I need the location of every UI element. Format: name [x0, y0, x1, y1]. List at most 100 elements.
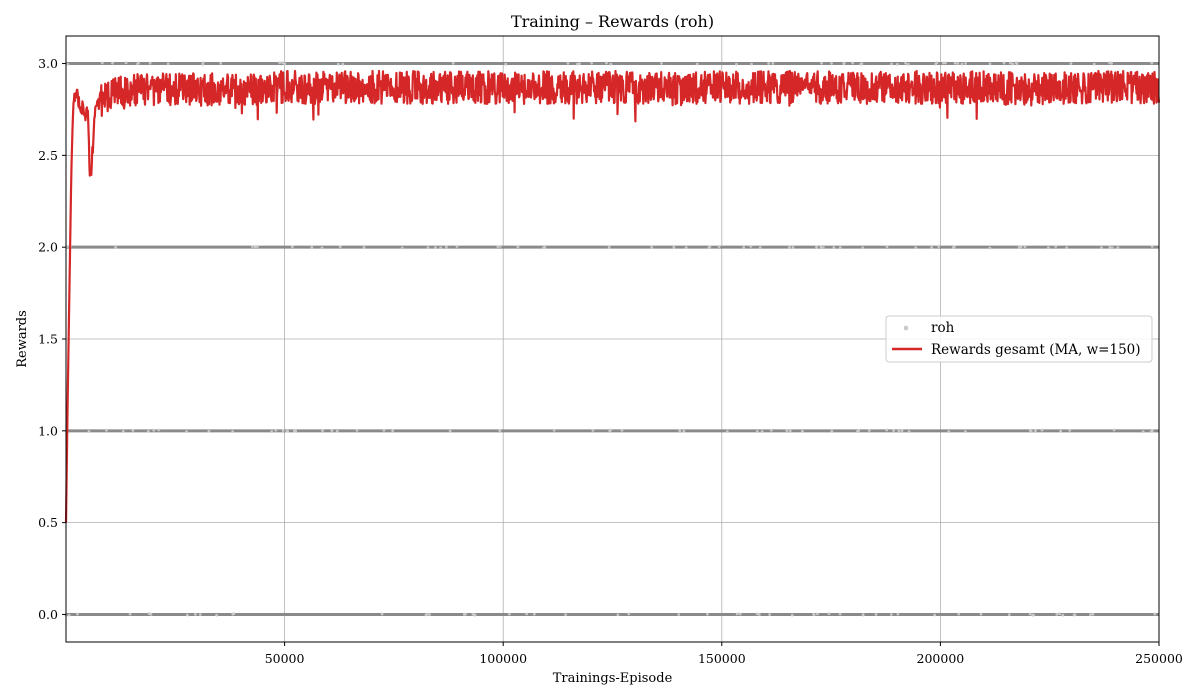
- legend-label-roh: roh: [931, 320, 955, 336]
- raw-point: [1089, 613, 1092, 616]
- raw-point: [988, 62, 992, 66]
- raw-point: [755, 612, 759, 616]
- raw-point: [400, 246, 404, 250]
- raw-point: [157, 428, 161, 432]
- raw-point: [473, 613, 477, 617]
- raw-point: [283, 62, 287, 66]
- raw-point: [861, 246, 865, 250]
- raw-point: [937, 245, 941, 248]
- chart-title: Training – Rewards (roh): [511, 12, 714, 31]
- raw-point: [769, 428, 773, 432]
- raw-point: [889, 613, 893, 616]
- raw-point: [100, 61, 104, 65]
- raw-point: [620, 428, 624, 432]
- raw-point: [448, 429, 452, 433]
- raw-point: [897, 429, 901, 433]
- raw-point: [532, 612, 536, 616]
- legend-label-ma: Rewards gesamt (MA, w=150): [931, 342, 1141, 358]
- raw-point: [124, 61, 128, 65]
- raw-point: [956, 62, 960, 65]
- raw-point: [498, 245, 502, 248]
- raw-point: [684, 246, 688, 249]
- raw-point: [914, 246, 918, 250]
- raw-point: [1019, 245, 1023, 249]
- raw-point: [707, 246, 711, 250]
- raw-point: [725, 430, 729, 433]
- raw-point: [270, 430, 274, 433]
- raw-point: [1108, 245, 1112, 249]
- raw-point: [380, 612, 384, 616]
- raw-point: [706, 612, 709, 616]
- raw-point: [907, 430, 911, 433]
- raw-point: [198, 613, 202, 616]
- raw-point: [801, 429, 804, 433]
- raw-point: [341, 62, 345, 66]
- raw-point: [1028, 612, 1032, 616]
- raw-point: [785, 429, 789, 433]
- raw-point: [904, 61, 907, 65]
- raw-point: [504, 62, 508, 66]
- raw-point: [957, 612, 961, 616]
- raw-point: [434, 246, 437, 249]
- raw-point: [207, 429, 211, 433]
- raw-point: [874, 613, 878, 616]
- raw-point: [1065, 246, 1069, 250]
- raw-point: [660, 61, 663, 65]
- raw-point: [757, 613, 761, 616]
- raw-point: [906, 62, 910, 66]
- raw-point: [185, 430, 188, 433]
- raw-point: [193, 613, 197, 616]
- raw-point: [947, 430, 951, 433]
- ma-series-line: [64, 69, 1161, 523]
- raw-point: [1054, 245, 1058, 248]
- raw-point: [76, 612, 79, 616]
- raw-point: [445, 245, 448, 249]
- raw-point: [830, 429, 834, 433]
- raw-point: [819, 245, 823, 249]
- raw-point: [148, 61, 152, 65]
- raw-point: [609, 62, 613, 66]
- raw-point: [771, 62, 775, 65]
- raw-point: [290, 245, 294, 249]
- raw-point: [137, 61, 140, 65]
- raw-point: [755, 430, 759, 433]
- raw-point: [1091, 612, 1095, 616]
- raw-point: [564, 613, 568, 617]
- raw-point: [964, 62, 967, 65]
- raw-point: [105, 428, 108, 432]
- raw-point: [855, 430, 859, 433]
- raw-point: [128, 612, 132, 616]
- raw-point: [1100, 246, 1103, 249]
- raw-point: [787, 245, 791, 249]
- raw-point: [842, 61, 846, 65]
- raw-point: [566, 61, 570, 65]
- y-axis: 0.0 0.5 1.0 1.5 2.0 2.5 3.0: [38, 56, 66, 622]
- raw-point: [294, 429, 298, 433]
- raw-point: [250, 245, 254, 248]
- raw-point: [428, 613, 431, 616]
- raw-point: [838, 246, 842, 249]
- raw-point: [867, 429, 871, 432]
- raw-point: [219, 61, 223, 65]
- raw-point: [382, 428, 386, 432]
- raw-point: [749, 245, 753, 248]
- raw-point: [335, 429, 339, 433]
- raw-point: [1141, 430, 1145, 434]
- raw-point: [253, 245, 257, 249]
- raw-point: [591, 428, 595, 432]
- raw-point: [758, 246, 762, 249]
- raw-point: [832, 246, 836, 249]
- raw-point: [147, 612, 151, 616]
- raw-point: [827, 612, 831, 616]
- raw-point: [885, 428, 889, 432]
- raw-point: [735, 62, 738, 66]
- raw-point: [742, 245, 746, 249]
- raw-point: [672, 245, 676, 249]
- raw-point: [590, 61, 594, 65]
- raw-point: [1150, 61, 1154, 65]
- x-tick-label: 50000: [265, 651, 305, 666]
- x-axis: 50000 100000 150000 200000 250000: [265, 642, 1183, 666]
- y-tick-label: 0.0: [38, 607, 58, 622]
- raw-point: [608, 429, 612, 433]
